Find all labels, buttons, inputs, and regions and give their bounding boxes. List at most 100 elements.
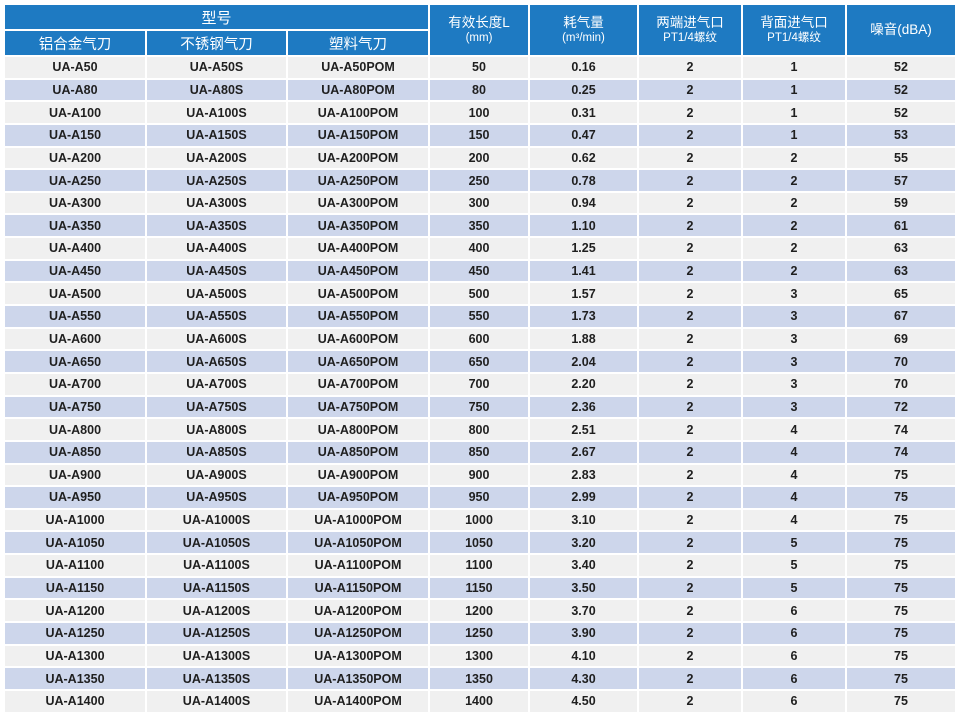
header-both-ends-inlet-thread: PT1/4螺纹 — [663, 31, 717, 44]
aluminum-model-cell: UA-A1100 — [3, 553, 147, 578]
aluminum-model-cell: UA-A900 — [3, 462, 147, 488]
effective-length-cell: 450 — [428, 258, 530, 284]
effective-length-cell: 300 — [428, 190, 530, 216]
noise-cell: 67 — [845, 304, 957, 329]
noise-cell: 52 — [845, 100, 957, 125]
back-inlet-cell: 6 — [741, 598, 847, 623]
aluminum-model-cell: UA-A950 — [3, 485, 147, 510]
plastic-model-cell: UA-A850POM — [286, 439, 430, 465]
both-ends-inlet-cell: 2 — [637, 553, 743, 578]
both-ends-inlet-cell: 2 — [637, 575, 743, 601]
air-consumption-cell: 1.41 — [528, 258, 639, 284]
back-inlet-cell: 5 — [741, 575, 847, 601]
air-consumption-cell: 1.57 — [528, 281, 639, 307]
noise-cell: 63 — [845, 236, 957, 261]
back-inlet-cell: 2 — [741, 190, 847, 216]
aluminum-model-cell: UA-A650 — [3, 349, 147, 374]
both-ends-inlet-cell: 2 — [637, 190, 743, 216]
back-inlet-cell: 1 — [741, 77, 847, 103]
plastic-model-cell: UA-A1400POM — [286, 688, 430, 714]
stainless-model-cell: UA-A50S — [145, 55, 288, 80]
header-noise: 噪音(dBA) — [845, 3, 957, 57]
both-ends-inlet-cell: 2 — [637, 122, 743, 148]
aluminum-model-cell: UA-A1200 — [3, 598, 147, 623]
effective-length-cell: 250 — [428, 168, 530, 193]
air-consumption-cell: 1.73 — [528, 304, 639, 329]
stainless-model-cell: UA-A1150S — [145, 575, 288, 601]
plastic-model-cell: UA-A950POM — [286, 485, 430, 510]
effective-length-cell: 1000 — [428, 507, 530, 533]
aluminum-model-cell: UA-A700 — [3, 371, 147, 397]
air-consumption-cell: 3.40 — [528, 553, 639, 578]
plastic-model-cell: UA-A250POM — [286, 168, 430, 193]
air-consumption-cell: 4.30 — [528, 666, 639, 691]
both-ends-inlet-cell: 2 — [637, 349, 743, 374]
air-consumption-cell: 2.67 — [528, 439, 639, 465]
plastic-model-cell: UA-A1200POM — [286, 598, 430, 623]
effective-length-cell: 750 — [428, 394, 530, 420]
aluminum-model-cell: UA-A1000 — [3, 507, 147, 533]
air-consumption-cell: 2.20 — [528, 371, 639, 397]
aluminum-model-cell: UA-A80 — [3, 77, 147, 103]
noise-cell: 75 — [845, 575, 957, 601]
effective-length-cell: 500 — [428, 281, 530, 307]
back-inlet-cell: 2 — [741, 213, 847, 239]
back-inlet-cell: 2 — [741, 168, 847, 193]
plastic-model-cell: UA-A1000POM — [286, 507, 430, 533]
both-ends-inlet-cell: 2 — [637, 258, 743, 284]
stainless-model-cell: UA-A1300S — [145, 643, 288, 669]
noise-cell: 70 — [845, 349, 957, 374]
effective-length-cell: 200 — [428, 145, 530, 171]
noise-cell: 75 — [845, 530, 957, 556]
effective-length-cell: 850 — [428, 439, 530, 465]
effective-length-cell: 650 — [428, 349, 530, 374]
table-row: UA-A1250 UA-A1250S UA-A1250POM 1250 3.90 2 6 75 — [3, 621, 957, 646]
stainless-model-cell: UA-A350S — [145, 213, 288, 239]
air-consumption-cell: 2.99 — [528, 485, 639, 510]
aluminum-model-cell: UA-A1250 — [3, 621, 147, 646]
table-row: UA-A150 UA-A150S UA-A150POM 150 0.47 2 1 53 — [3, 122, 957, 148]
both-ends-inlet-cell: 2 — [637, 530, 743, 556]
header-back-inlet-thread: PT1/4螺纹 — [767, 31, 821, 44]
noise-cell: 59 — [845, 190, 957, 216]
air-consumption-cell: 0.62 — [528, 145, 639, 171]
aluminum-model-cell: UA-A750 — [3, 394, 147, 420]
air-consumption-cell: 1.25 — [528, 236, 639, 261]
header-air-consumption-unit: (m³/min) — [562, 31, 605, 44]
table-row: UA-A750 UA-A750S UA-A750POM 750 2.36 2 3 72 — [3, 394, 957, 420]
back-inlet-cell: 4 — [741, 417, 847, 442]
back-inlet-cell: 4 — [741, 439, 847, 465]
noise-cell: 63 — [845, 258, 957, 284]
effective-length-cell: 700 — [428, 371, 530, 397]
noise-cell: 65 — [845, 281, 957, 307]
stainless-model-cell: UA-A1200S — [145, 598, 288, 623]
both-ends-inlet-cell: 2 — [637, 394, 743, 420]
header-row-materials: 铝合金气刀 不锈钢气刀 塑料气刀 — [3, 29, 956, 57]
back-inlet-cell: 1 — [741, 122, 847, 148]
stainless-model-cell: UA-A150S — [145, 122, 288, 148]
effective-length-cell: 1350 — [428, 666, 530, 691]
stainless-model-cell: UA-A800S — [145, 417, 288, 442]
plastic-model-cell: UA-A1350POM — [286, 666, 430, 691]
header-stainless-air-knife: 不锈钢气刀 — [145, 29, 288, 57]
noise-cell: 53 — [845, 122, 957, 148]
plastic-model-cell: UA-A1150POM — [286, 575, 430, 601]
table-row: UA-A1350 UA-A1350S UA-A1350POM 1350 4.30 2 6 75 — [3, 666, 957, 691]
back-inlet-cell: 3 — [741, 281, 847, 307]
header-effective-length-label: 有效长度L — [448, 14, 510, 30]
stainless-model-cell: UA-A500S — [145, 281, 288, 307]
table-header: 型号 有效长度L (mm) 耗气量 (m³/min) 两端进气口 PT1/4螺纹… — [3, 3, 957, 57]
header-effective-length-unit: (mm) — [465, 31, 493, 44]
plastic-model-cell: UA-A100POM — [286, 100, 430, 125]
header-noise-label: 噪音(dBA) — [870, 21, 932, 37]
header-back-inlet-label: 背面进气口 — [760, 14, 828, 30]
table-row: UA-A300 UA-A300S UA-A300POM 300 0.94 2 2 59 — [3, 190, 957, 216]
table-row: UA-A900 UA-A900S UA-A900POM 900 2.83 2 4 75 — [3, 462, 957, 488]
effective-length-cell: 50 — [428, 55, 530, 80]
noise-cell: 75 — [845, 553, 957, 578]
air-consumption-cell: 4.10 — [528, 643, 639, 669]
table-row: UA-A600 UA-A600S UA-A600POM 600 1.88 2 3 69 — [3, 326, 957, 352]
stainless-model-cell: UA-A1350S — [145, 666, 288, 691]
both-ends-inlet-cell: 2 — [637, 236, 743, 261]
back-inlet-cell: 3 — [741, 371, 847, 397]
